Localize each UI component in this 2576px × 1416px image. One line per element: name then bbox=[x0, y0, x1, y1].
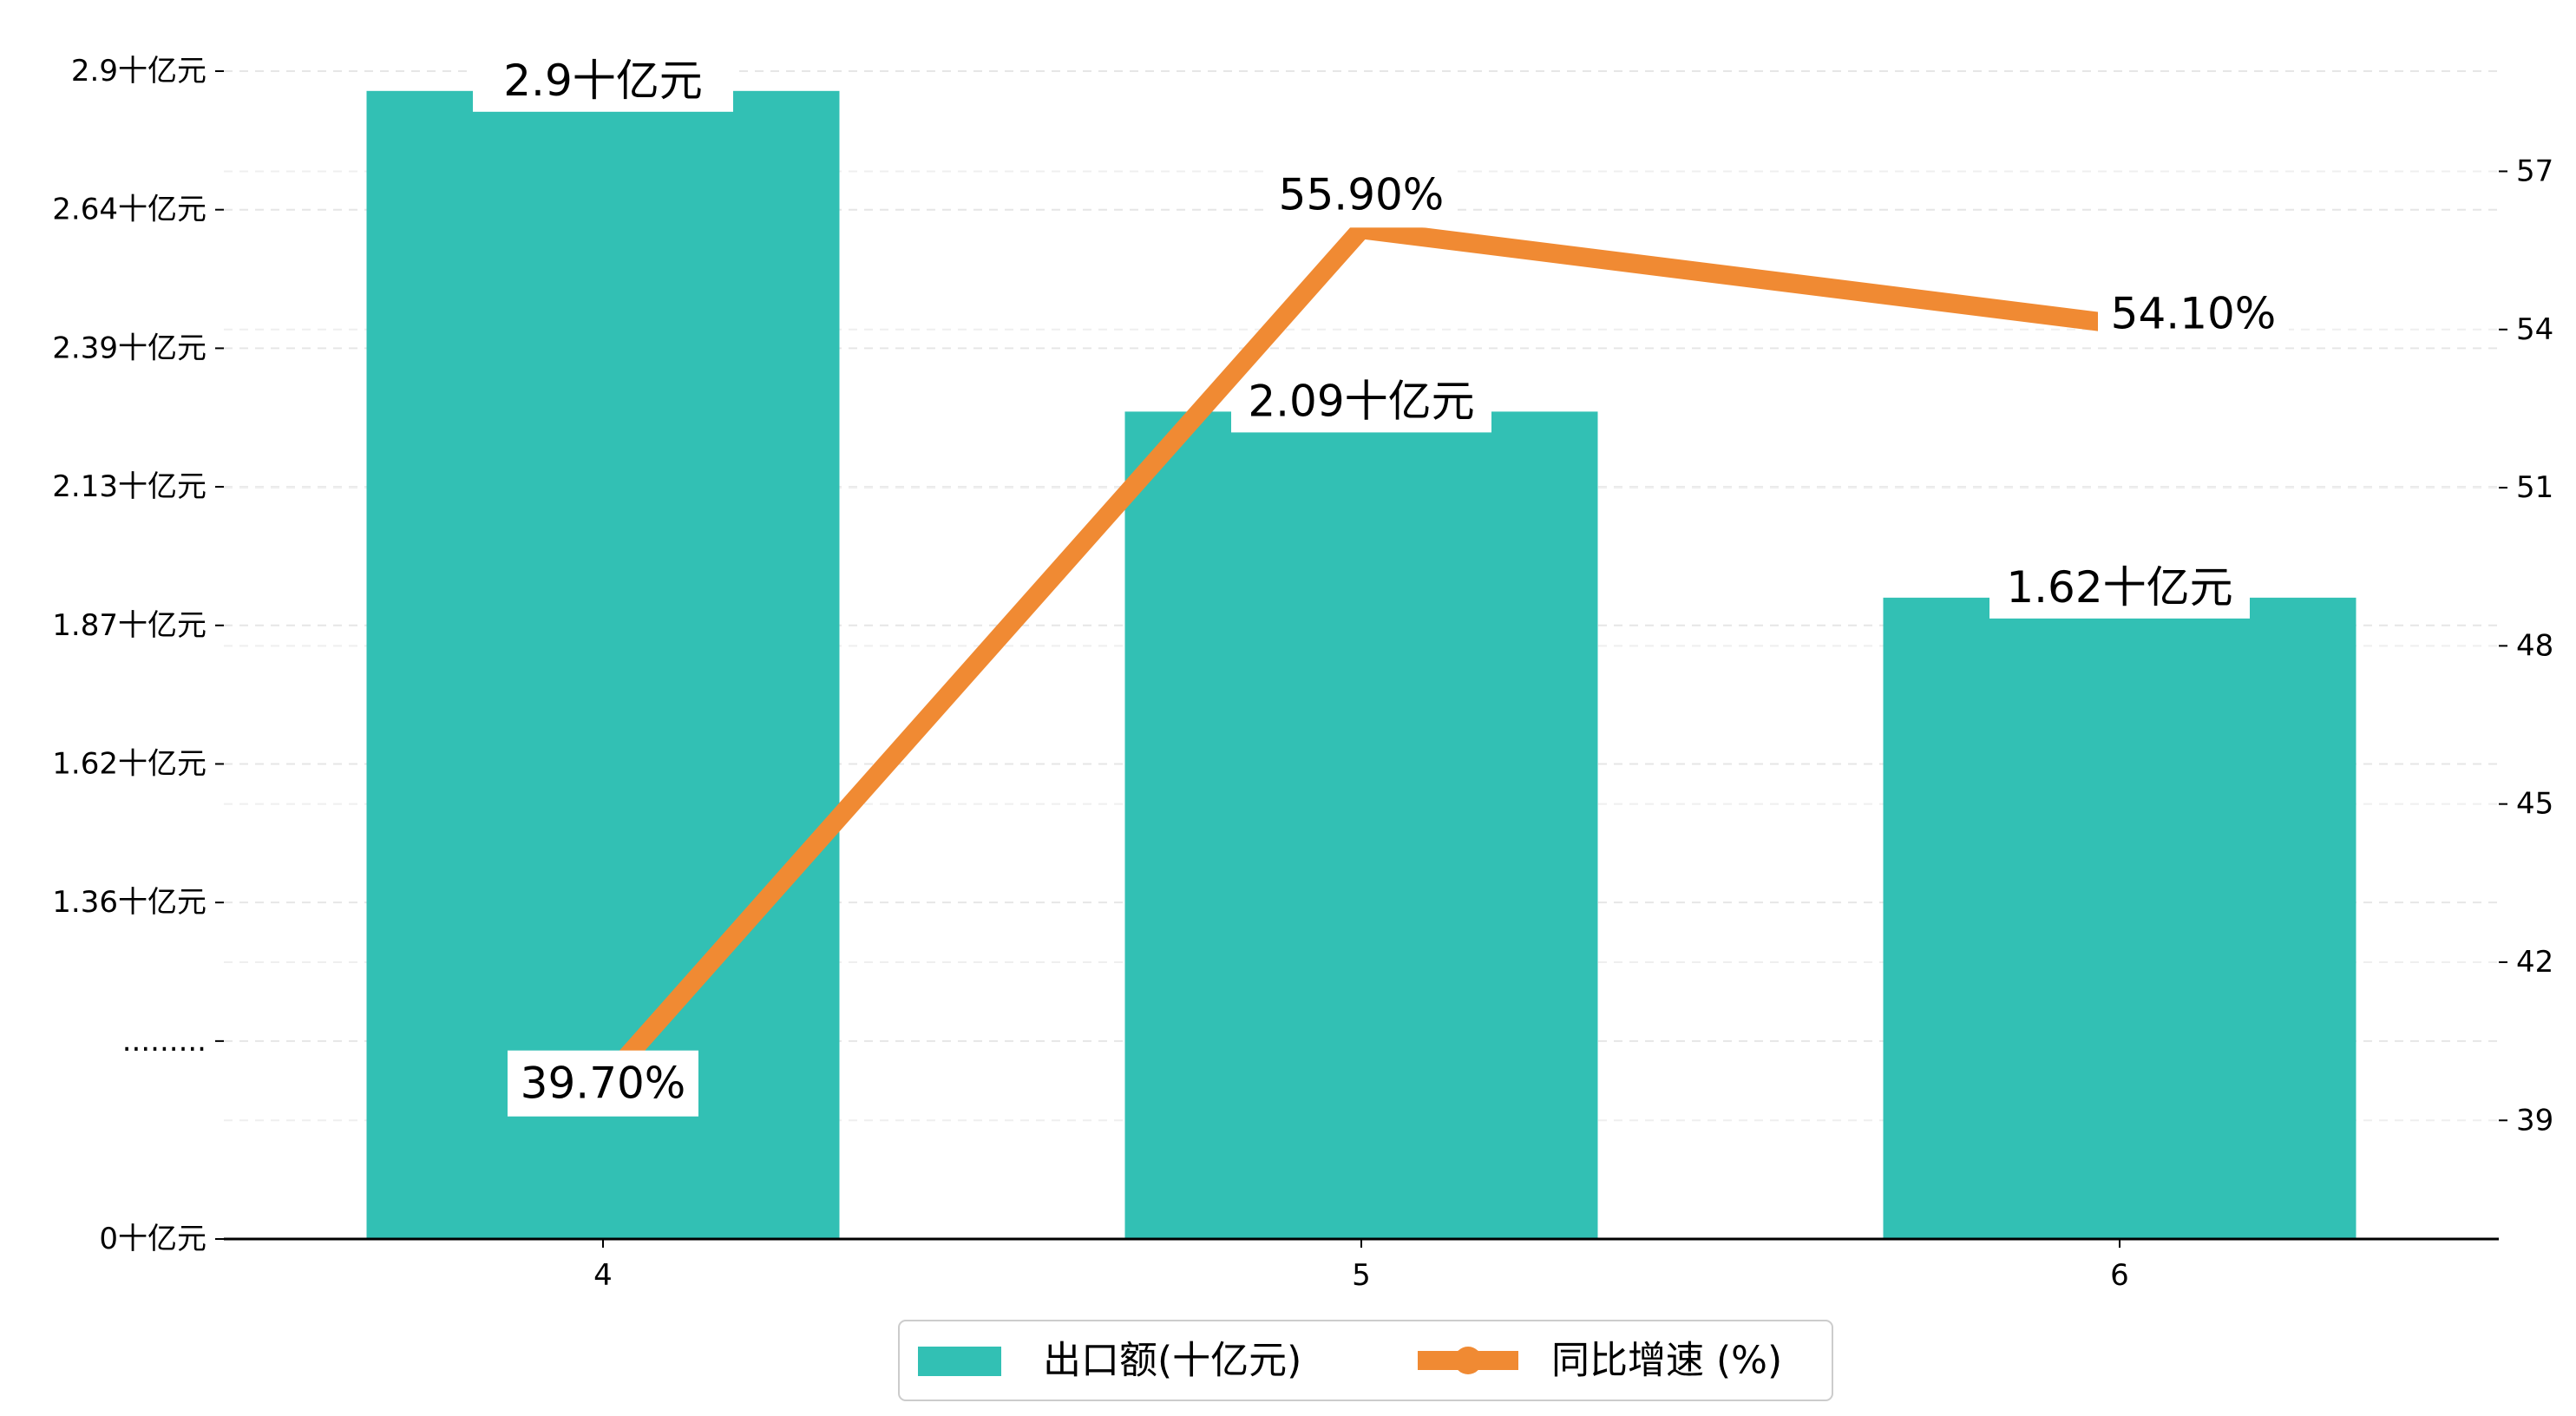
bar-label-5: 2.09十亿元 bbox=[1248, 376, 1474, 426]
legend-swatch-marker bbox=[1454, 1347, 1482, 1374]
x-tick-label-4: 4 bbox=[593, 1258, 613, 1293]
left-y-axis-ticks: 0十亿元......... 1.36十亿元 1.62十亿元 1.87十亿元 2.13十亿… bbox=[52, 54, 224, 1256]
left-tick-label-2: 1.36十亿元 bbox=[52, 885, 206, 920]
left-tick-label-4: 1.87十亿元 bbox=[52, 608, 206, 643]
left-tick-label-0: 0十亿元 bbox=[99, 1222, 206, 1256]
x-tick-label-6: 6 bbox=[2110, 1258, 2129, 1293]
line-label-5: 55.90% bbox=[1279, 169, 1445, 220]
legend-label-line: 同比增速 (%) bbox=[1551, 1339, 1782, 1383]
legend-swatch-bar bbox=[918, 1347, 1001, 1376]
legend-label-bar: 出口额(十亿元) bbox=[1043, 1339, 1301, 1383]
left-tick-label-1: ......... bbox=[122, 1024, 206, 1059]
line-label-4: 39.70% bbox=[521, 1059, 686, 1109]
bar-5 bbox=[1124, 411, 1598, 1240]
bar-label-box-4 bbox=[473, 49, 733, 112]
bar-data-labels: 2.9十亿元 2.09十亿元 1.62十亿元 bbox=[473, 49, 2250, 619]
bar-label-4: 2.9十亿元 bbox=[503, 56, 703, 106]
left-tick-label-5: 2.13十亿元 bbox=[52, 469, 206, 504]
right-tick-label-0: 39 bbox=[2516, 1103, 2553, 1137]
line-label-box-4 bbox=[508, 1050, 698, 1117]
right-y-axis-ticks: 39 42 45 48 51 54 57 bbox=[2499, 154, 2553, 1137]
bar-4 bbox=[366, 90, 840, 1239]
right-tick-label-1: 42 bbox=[2516, 945, 2553, 980]
legend: 出口额(十亿元) 同比增速 (%) bbox=[898, 1320, 1833, 1401]
bar-label-box-6 bbox=[1989, 555, 2250, 619]
bar-series bbox=[366, 90, 2356, 1240]
left-tick-label-6: 2.39十亿元 bbox=[52, 331, 206, 365]
left-tick-label-8: 2.9十亿元 bbox=[71, 54, 206, 88]
bar-label-6: 1.62十亿元 bbox=[2006, 562, 2232, 613]
right-tick-label-3: 48 bbox=[2516, 628, 2553, 663]
line-label-6: 54.10% bbox=[2111, 289, 2277, 339]
right-tick-label-6: 57 bbox=[2516, 154, 2553, 188]
right-tick-label-4: 51 bbox=[2516, 470, 2553, 505]
line-data-labels: 39.70% 55.90% 54.10% bbox=[508, 161, 2289, 1117]
x-axis-ticks: 4 5 6 bbox=[593, 1239, 2129, 1293]
right-tick-label-5: 54 bbox=[2516, 312, 2553, 347]
bar-label-box-5 bbox=[1231, 370, 1491, 433]
line-label-box-6 bbox=[2098, 280, 2289, 347]
right-tick-label-2: 45 bbox=[2516, 787, 2553, 822]
line-label-box-5 bbox=[1266, 161, 1457, 228]
bar-6 bbox=[1883, 597, 2356, 1239]
x-tick-label-5: 5 bbox=[1352, 1258, 1371, 1293]
left-tick-label-7: 2.64十亿元 bbox=[52, 193, 206, 227]
left-tick-label-3: 1.62十亿元 bbox=[52, 746, 206, 781]
legend-box bbox=[898, 1320, 1833, 1401]
